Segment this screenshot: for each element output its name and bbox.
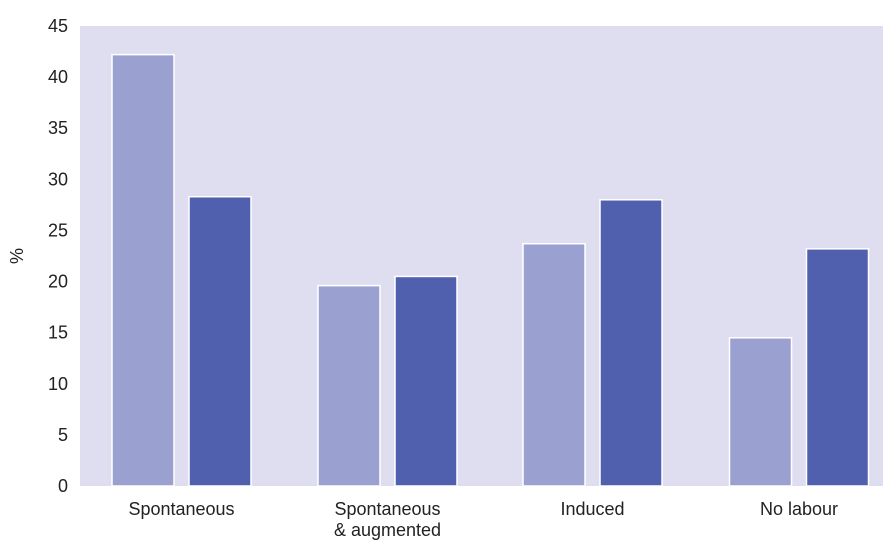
y-tick-label: 45 xyxy=(48,16,68,36)
bar xyxy=(599,199,663,487)
y-tick-label: 15 xyxy=(48,323,68,343)
x-category-label: Spontaneous xyxy=(334,499,440,519)
bar xyxy=(317,284,381,487)
bar xyxy=(111,53,175,487)
y-tick-label: 25 xyxy=(48,220,68,240)
bar xyxy=(728,337,793,487)
y-axis: 0 5 10 15 20 25 30 35 40 45 xyxy=(48,16,68,496)
bar xyxy=(522,242,586,487)
bar xyxy=(805,248,870,487)
y-tick-label: 40 xyxy=(48,67,68,87)
bar xyxy=(188,195,252,487)
x-category-label: & augmented xyxy=(334,520,441,540)
y-tick-label: 0 xyxy=(58,476,68,496)
x-category-label: No labour xyxy=(760,499,838,519)
y-tick-label: 35 xyxy=(48,118,68,138)
y-tick-label: 10 xyxy=(48,374,68,394)
y-tick-label: 5 xyxy=(58,425,68,445)
x-category-label: Induced xyxy=(560,499,624,519)
y-axis-title: % xyxy=(7,248,27,264)
bars xyxy=(111,53,870,487)
y-tick-label: 20 xyxy=(48,272,68,292)
bar xyxy=(394,275,458,487)
x-category-label: Spontaneous xyxy=(128,499,234,519)
y-tick-label: 30 xyxy=(48,169,68,189)
x-axis: Spontaneous Spontaneous& augmentedInduced… xyxy=(128,499,838,540)
